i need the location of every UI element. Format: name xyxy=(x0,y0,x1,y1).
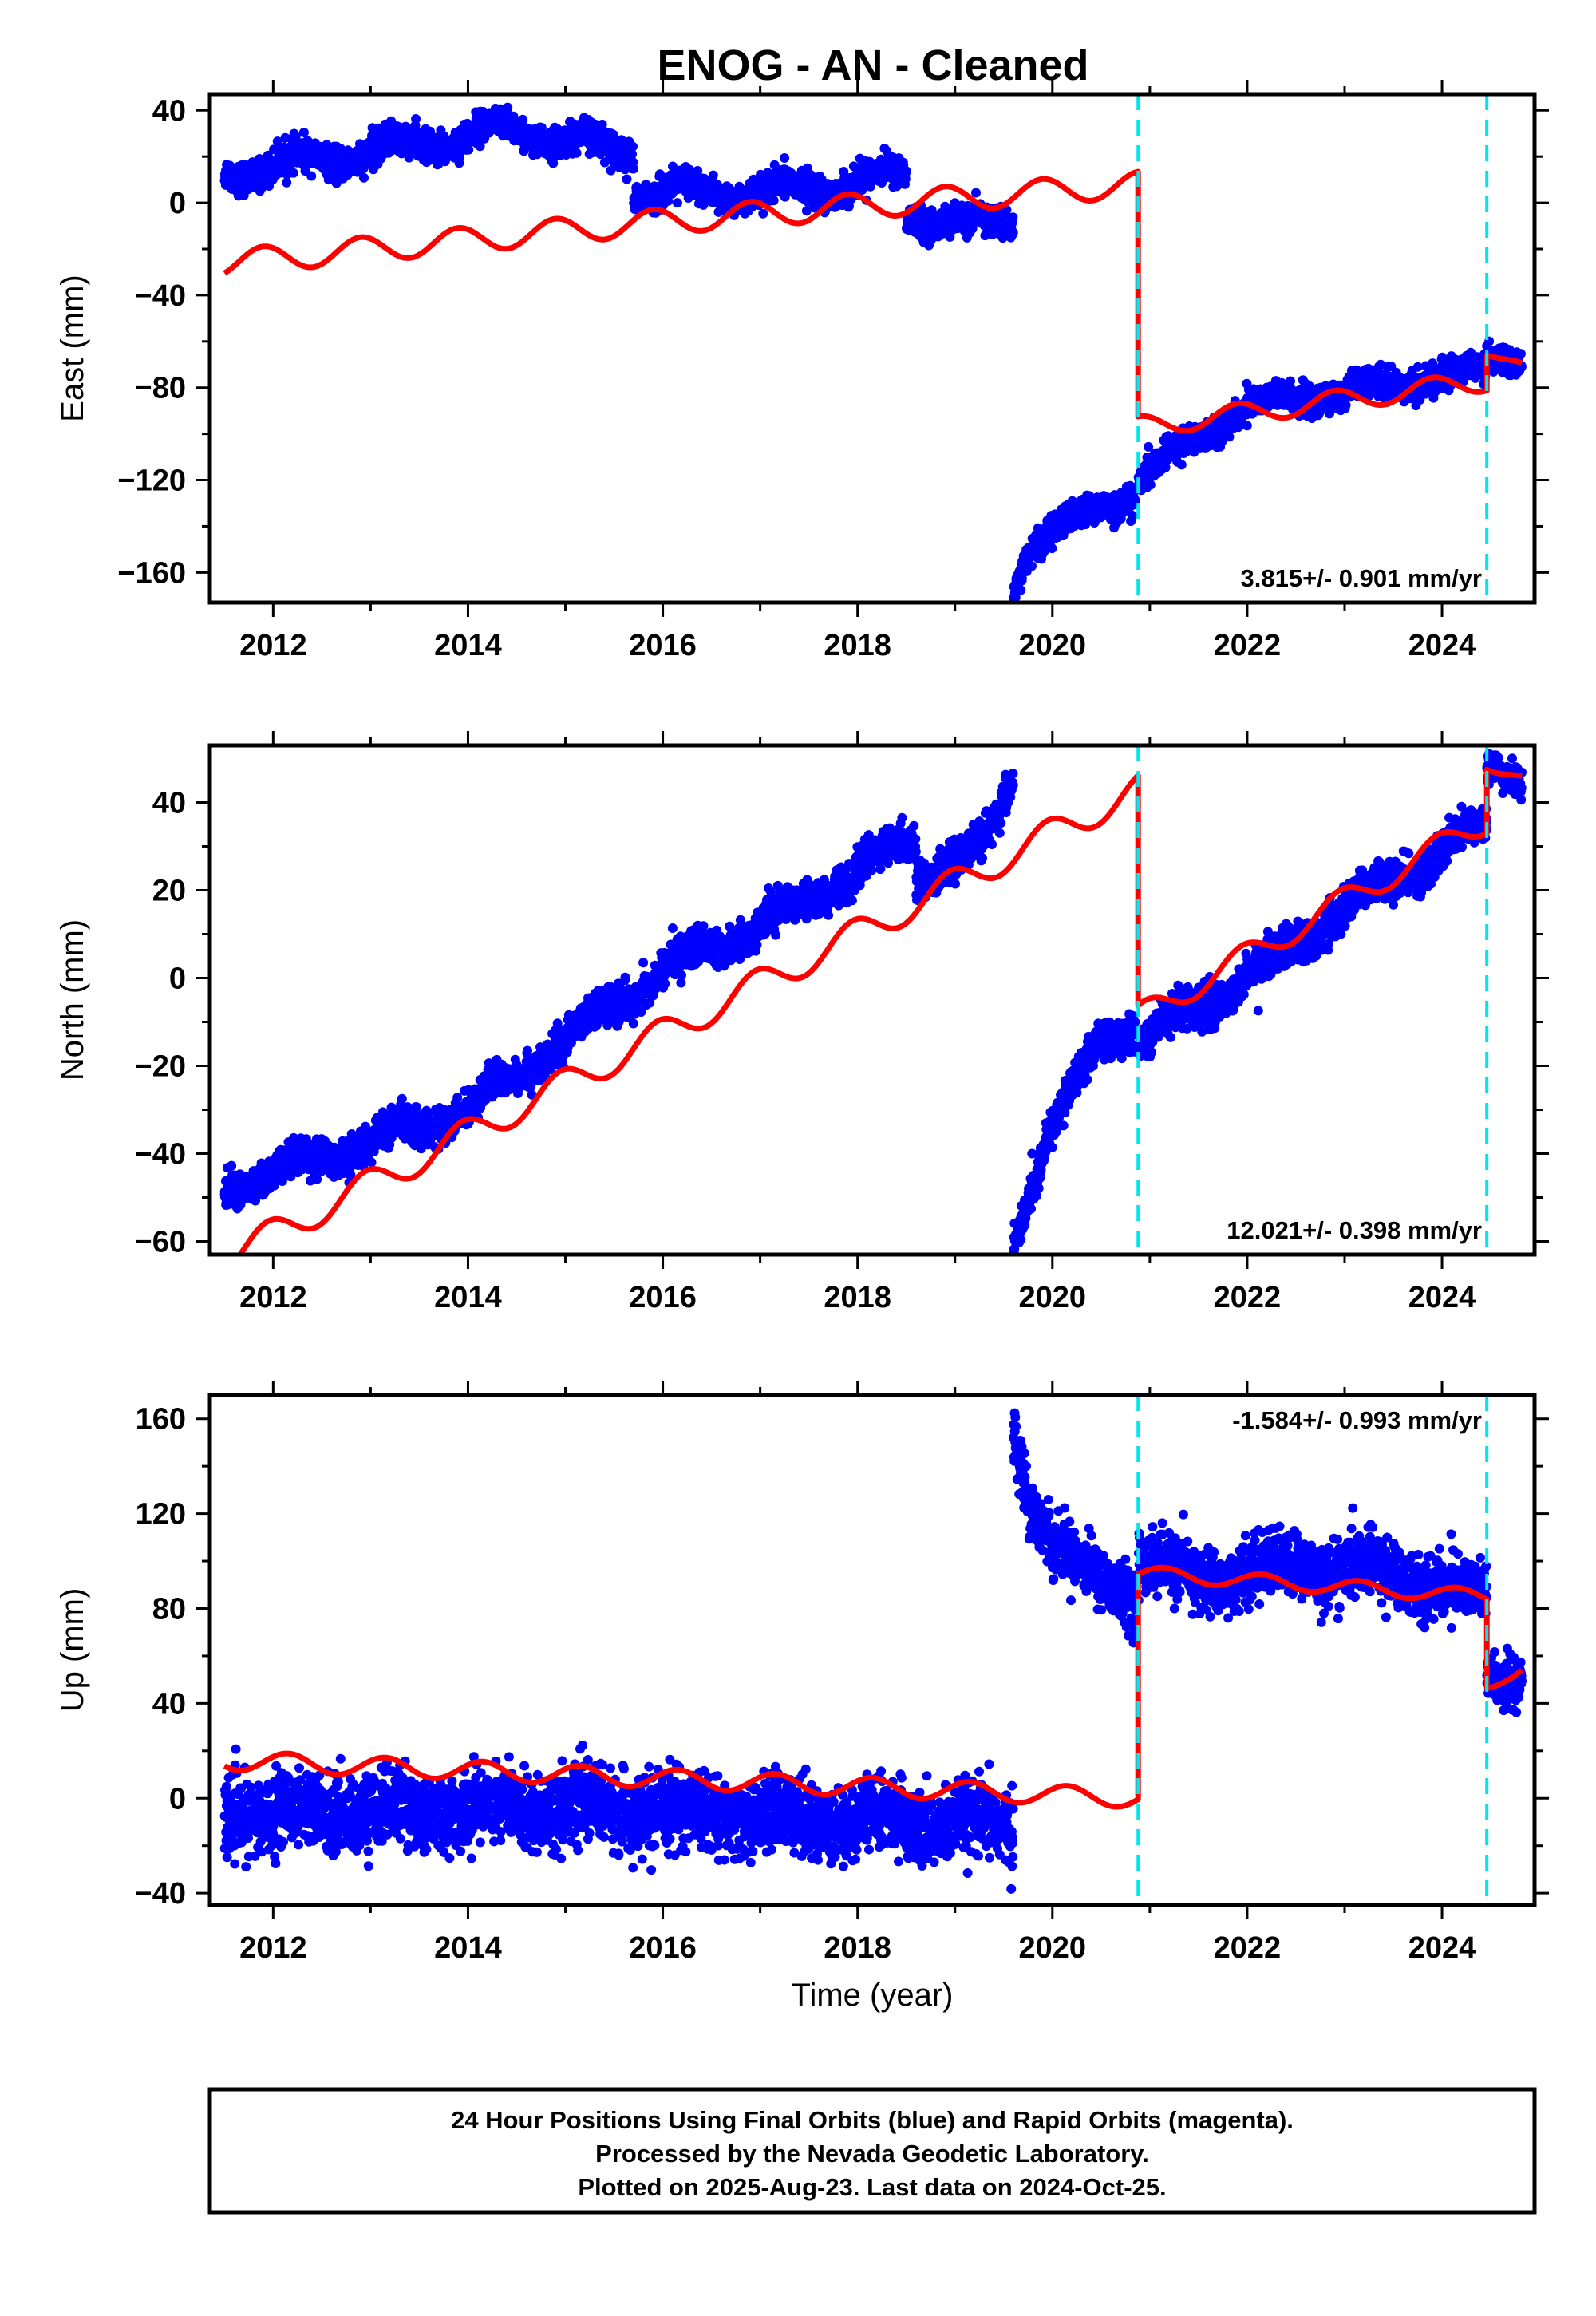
x-tick-label: 2020 xyxy=(1019,629,1087,662)
data-point xyxy=(464,144,474,155)
data-point xyxy=(475,141,485,152)
data-point xyxy=(1515,349,1526,359)
x-tick-label: 2022 xyxy=(1214,629,1282,662)
data-point xyxy=(1128,511,1137,521)
y-tick-label: 40 xyxy=(152,94,186,128)
x-tick-label: 2024 xyxy=(1408,629,1476,662)
data-point xyxy=(663,196,674,206)
data-point xyxy=(290,132,301,142)
plot-frame xyxy=(207,92,1537,605)
data-point xyxy=(758,208,768,219)
data-point xyxy=(298,128,309,137)
data-point xyxy=(1008,212,1018,223)
data-point xyxy=(901,166,911,176)
data-points xyxy=(219,102,1527,603)
data-point xyxy=(1224,432,1235,442)
data-point xyxy=(1242,421,1252,431)
data-point xyxy=(1027,561,1037,571)
y-tick-label: −120 xyxy=(117,464,186,498)
x-tick-label: 2014 xyxy=(434,629,502,662)
data-points xyxy=(219,749,1527,1255)
figure-title: ENOG - AN - Cleaned xyxy=(657,41,1088,89)
data-point xyxy=(971,188,981,198)
data-point xyxy=(1160,462,1171,472)
data-point xyxy=(1325,409,1334,419)
y-tick-label: −80 xyxy=(135,372,186,405)
data-point xyxy=(571,148,582,158)
data-point xyxy=(683,193,693,203)
data-point xyxy=(628,164,638,174)
data-point xyxy=(668,161,678,172)
y-tick-label: −40 xyxy=(135,279,186,313)
x-tick-label: 2018 xyxy=(824,629,891,662)
y-tick-label: −160 xyxy=(117,556,186,590)
east-panel: 2012 2014 2016 2018 2020 2022 2024 −160 −120 −80 −… xyxy=(55,80,1549,662)
data-point xyxy=(306,171,317,181)
data-point xyxy=(628,141,638,152)
data-point xyxy=(1017,573,1027,583)
data-point xyxy=(1144,441,1154,452)
data-point xyxy=(503,102,513,113)
plot-area xyxy=(219,745,1527,1255)
data-point xyxy=(1008,227,1018,238)
data-point xyxy=(768,196,779,206)
data-point xyxy=(359,172,369,183)
data-point xyxy=(801,206,812,216)
data-point xyxy=(1047,543,1057,554)
data-point xyxy=(1010,592,1021,603)
y-axis-label: East (mm) xyxy=(55,275,90,421)
data-point xyxy=(627,149,637,160)
data-point xyxy=(1016,585,1026,595)
data-point xyxy=(518,114,528,124)
data-point xyxy=(693,166,703,176)
data-point xyxy=(1286,376,1295,386)
data-point xyxy=(672,198,682,208)
data-point xyxy=(1412,362,1423,372)
data-point xyxy=(1176,460,1187,470)
data-point xyxy=(708,170,718,180)
data-point xyxy=(1130,495,1140,505)
data-point xyxy=(1341,400,1351,410)
data-point xyxy=(622,174,632,184)
data-point xyxy=(1145,480,1156,490)
data-point xyxy=(227,1160,237,1171)
data-point xyxy=(780,153,790,163)
data-point xyxy=(608,129,618,140)
x-tick-label: 2012 xyxy=(239,629,307,662)
data-point xyxy=(411,114,421,124)
plot-area xyxy=(219,94,1527,603)
data-point xyxy=(282,177,292,188)
north-panel: 2012 2014 2016 2018 2020 2022 2024−60−40−20020… xyxy=(55,731,1549,1314)
x-tick-label: 2016 xyxy=(629,629,697,662)
model-fit-line xyxy=(222,168,1524,434)
y-tick-label: 0 xyxy=(169,187,186,220)
data-point xyxy=(288,168,298,178)
rate-label: 3.815+/- 0.901 mm/yr xyxy=(1241,564,1482,592)
